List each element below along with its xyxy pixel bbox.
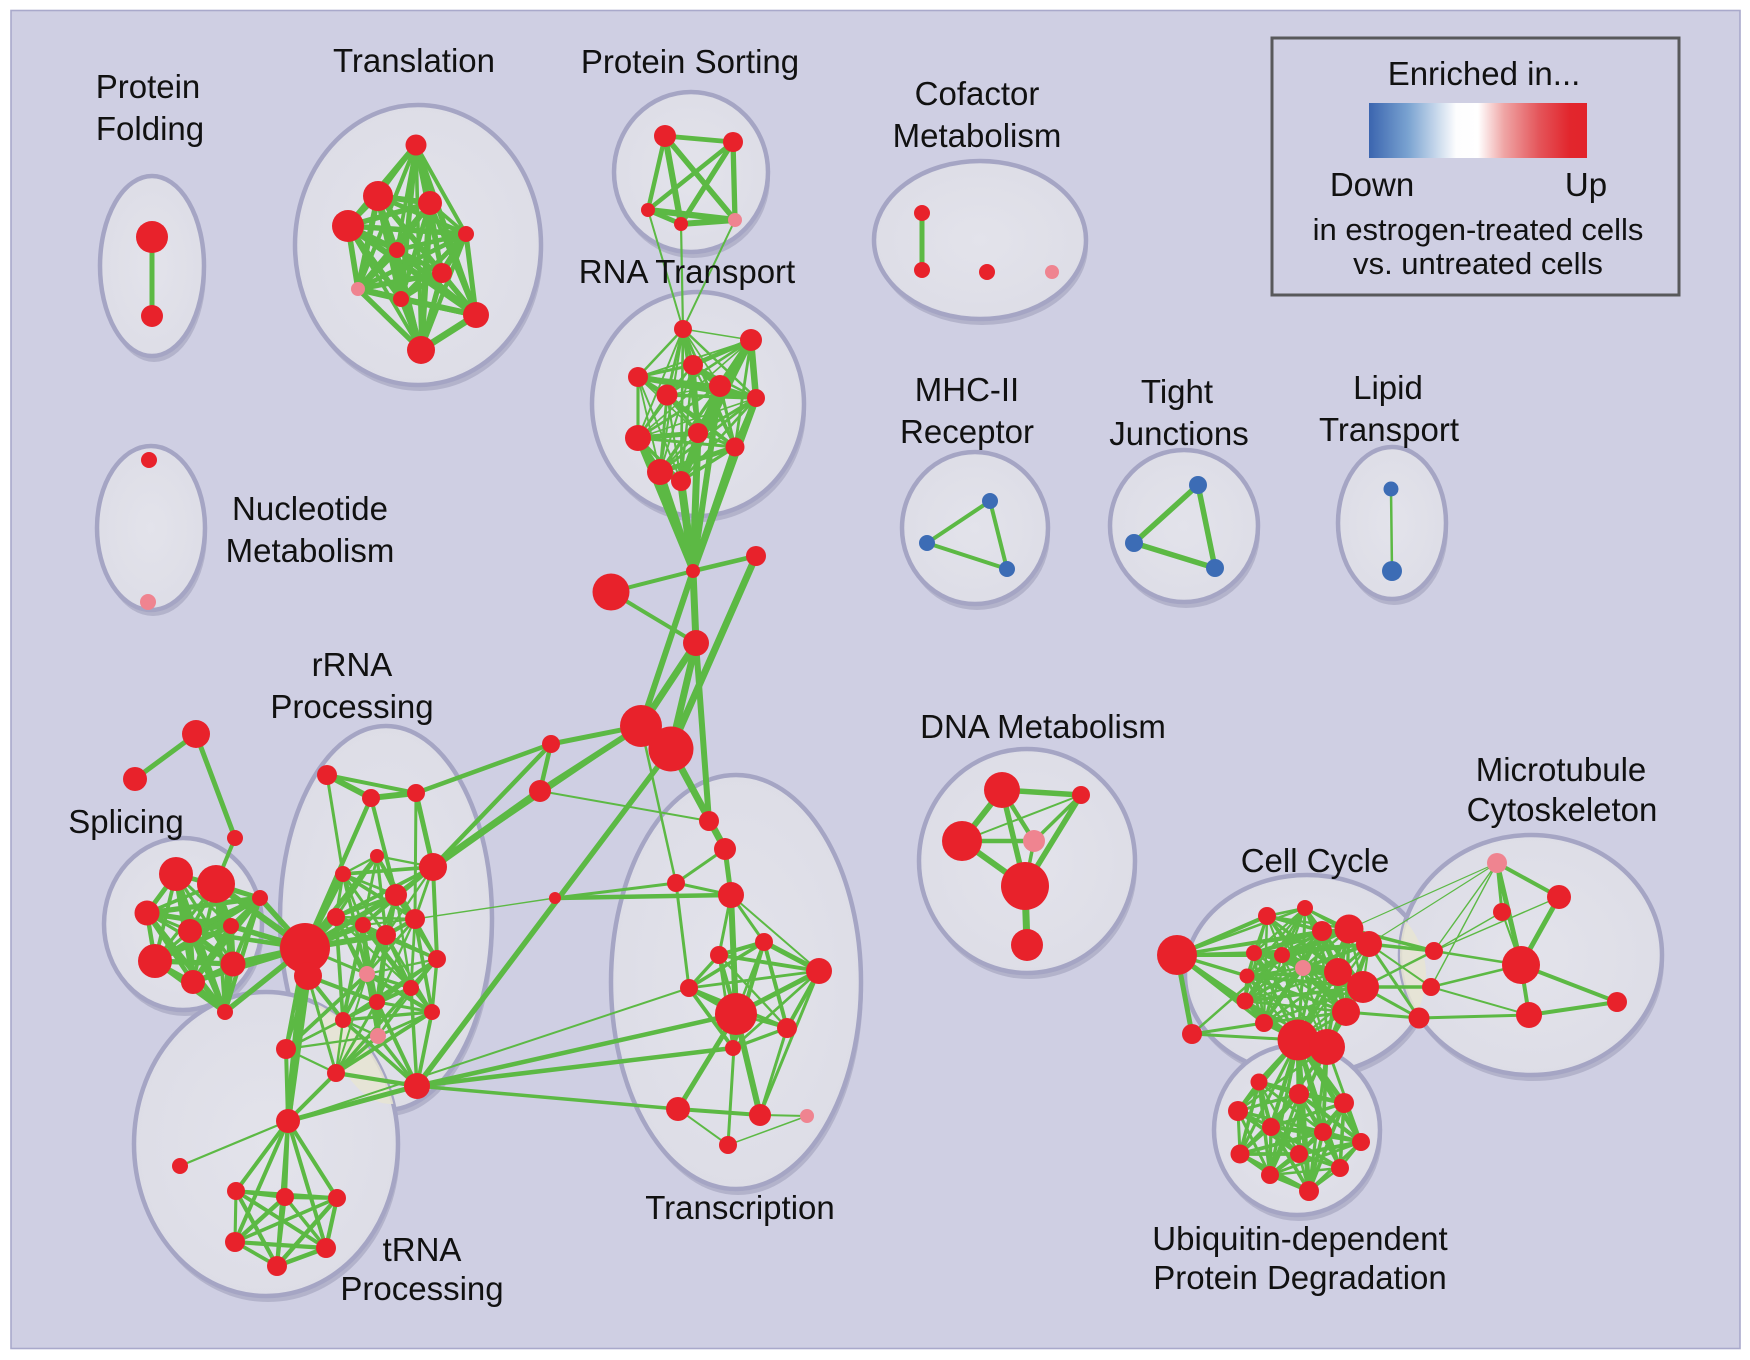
svg-text:Protein Degradation: Protein Degradation (1153, 1259, 1447, 1296)
svg-text:Down: Down (1330, 166, 1414, 203)
svg-text:Processing: Processing (270, 688, 433, 725)
svg-text:Ubiquitin-dependent: Ubiquitin-dependent (1152, 1220, 1447, 1257)
svg-text:Receptor: Receptor (900, 413, 1034, 450)
svg-text:vs. untreated cells: vs. untreated cells (1353, 246, 1603, 281)
svg-text:MHC-II: MHC-II (915, 371, 1019, 408)
svg-text:Tight: Tight (1141, 373, 1213, 410)
svg-text:Translation: Translation (333, 42, 495, 79)
svg-text:Junctions: Junctions (1109, 415, 1248, 452)
svg-text:Microtubule: Microtubule (1476, 751, 1647, 788)
svg-text:Cytoskeleton: Cytoskeleton (1467, 791, 1658, 828)
svg-text:Metabolism: Metabolism (893, 117, 1062, 154)
svg-text:Cofactor: Cofactor (915, 75, 1040, 112)
svg-text:Folding: Folding (96, 110, 204, 147)
svg-text:Protein Sorting: Protein Sorting (581, 43, 799, 80)
svg-text:Processing: Processing (340, 1270, 503, 1307)
svg-text:DNA Metabolism: DNA Metabolism (920, 708, 1166, 745)
svg-text:Transcription: Transcription (645, 1189, 835, 1226)
svg-text:tRNA: tRNA (383, 1231, 462, 1268)
svg-text:Up: Up (1565, 166, 1607, 203)
svg-text:in estrogen-treated cells: in estrogen-treated cells (1313, 212, 1644, 247)
svg-text:Cell Cycle: Cell Cycle (1241, 842, 1390, 879)
svg-text:rRNA: rRNA (312, 646, 393, 683)
svg-text:Splicing: Splicing (68, 803, 184, 840)
svg-text:Metabolism: Metabolism (226, 532, 395, 569)
svg-text:RNA Transport: RNA Transport (579, 253, 795, 290)
svg-text:Transport: Transport (1319, 411, 1459, 448)
svg-text:Protein: Protein (96, 68, 201, 105)
svg-text:Nucleotide: Nucleotide (232, 490, 388, 527)
svg-text:Enriched in...: Enriched in... (1388, 55, 1581, 92)
svg-text:Lipid: Lipid (1353, 369, 1423, 406)
